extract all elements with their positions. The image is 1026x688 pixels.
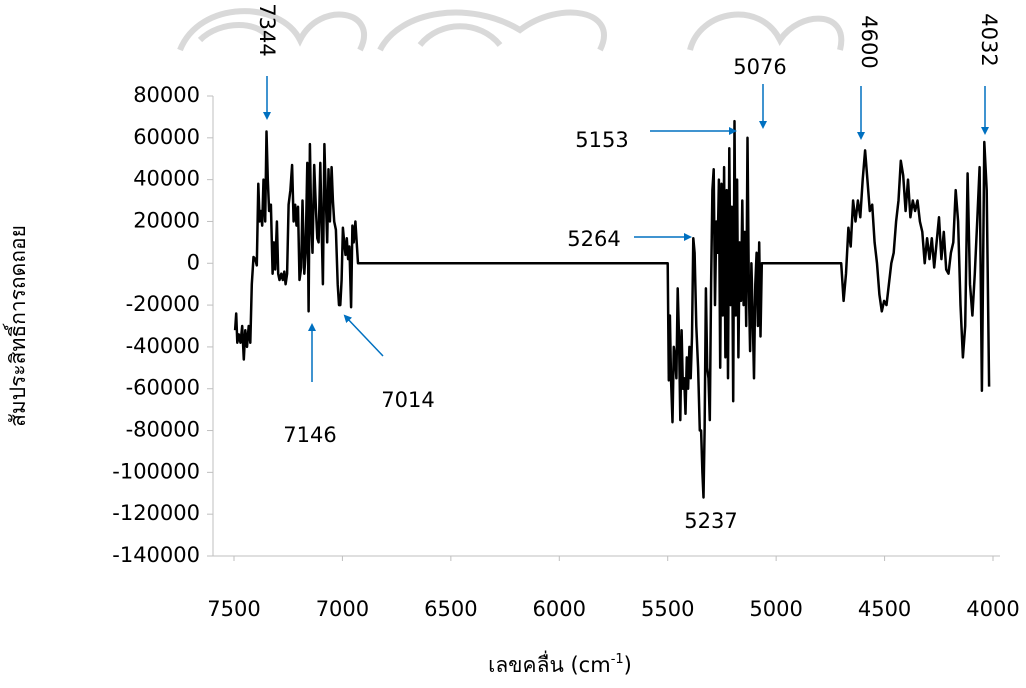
annotation: 7014 bbox=[381, 388, 434, 412]
y-tick-label: -60000 bbox=[126, 376, 200, 400]
annotation: 7344 bbox=[255, 3, 279, 56]
annotation: 7146 bbox=[283, 423, 336, 447]
x-axis-title-sup: -1 bbox=[611, 652, 624, 667]
y-tick-label: -80000 bbox=[126, 418, 200, 442]
y-tick-label: 20000 bbox=[133, 208, 200, 232]
x-axis-title-main: เลขคลื่น (cm bbox=[488, 650, 611, 677]
annotation: 5264 bbox=[567, 227, 620, 251]
x-tick-label: 4500 bbox=[858, 597, 911, 621]
y-tick-label: 60000 bbox=[133, 125, 200, 149]
x-tick-label: 6000 bbox=[533, 597, 586, 621]
annotation: 4600 bbox=[857, 15, 881, 68]
x-axis-title: เลขคลื่น (cm-1) bbox=[488, 650, 632, 677]
annotation-arrow bbox=[343, 314, 384, 357]
x-tick-label: 7500 bbox=[207, 597, 260, 621]
data-line bbox=[233, 119, 991, 499]
y-tick-label: -100000 bbox=[112, 459, 200, 483]
y-tick-label: -120000 bbox=[112, 501, 200, 525]
y-axis-title: สัมประสิทธิ์การถดถอย bbox=[2, 225, 30, 427]
y-tick-label: 80000 bbox=[133, 83, 200, 107]
y-tick-label: 0 bbox=[187, 250, 200, 274]
x-tick-label: 5500 bbox=[641, 597, 694, 621]
x-tick-label: 7000 bbox=[316, 597, 369, 621]
annotation: 5153 bbox=[575, 128, 628, 152]
x-axis-title-end: ) bbox=[624, 653, 632, 677]
x-tick-label: 5000 bbox=[749, 597, 802, 621]
watermark bbox=[177, 8, 845, 52]
y-tick-label: 40000 bbox=[133, 167, 200, 191]
annotation: 4032 bbox=[977, 13, 1001, 66]
y-tick-label: -40000 bbox=[126, 334, 200, 358]
annotation: 5076 bbox=[733, 55, 786, 79]
x-tick-label: 6500 bbox=[424, 597, 477, 621]
y-tick-label: -20000 bbox=[126, 292, 200, 316]
y-tick-label: -140000 bbox=[112, 543, 200, 567]
annotation: 5237 bbox=[684, 509, 737, 533]
x-tick-label: 4000 bbox=[966, 597, 1019, 621]
